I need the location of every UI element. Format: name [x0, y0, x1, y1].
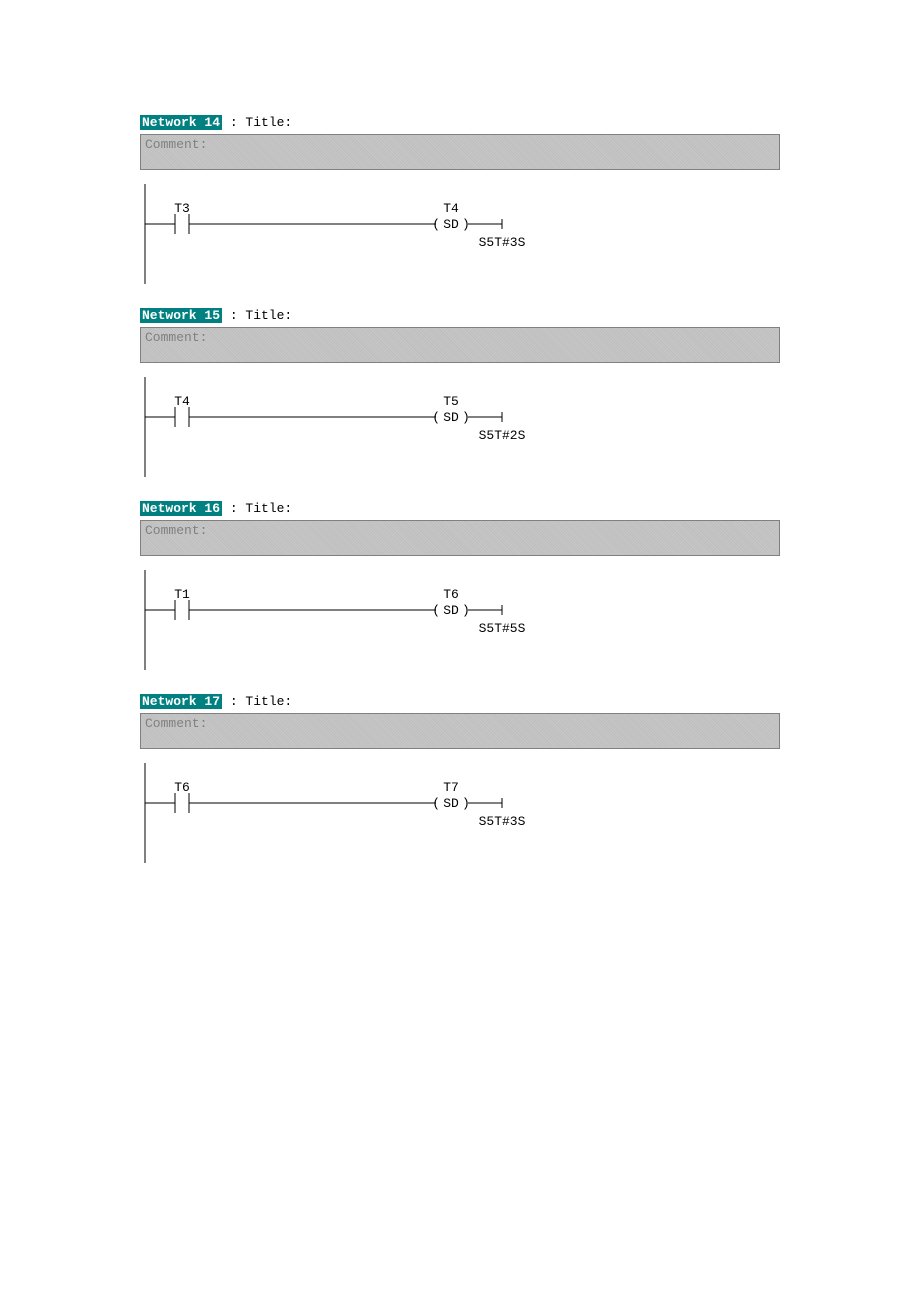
ladder-rung: T1 ( SD ) T6 S5T#5S	[140, 570, 780, 670]
comment-box[interactable]: Comment:	[140, 327, 780, 363]
network-title-suffix: : Title:	[222, 501, 292, 516]
contact-label: T1	[174, 587, 190, 602]
network-title-suffix: : Title:	[222, 694, 292, 709]
coil-label: T7	[443, 780, 459, 795]
ladder-rung: T6 ( SD ) T7 S5T#3S	[140, 763, 780, 863]
ladder-svg: T6 ( SD ) T7 S5T#3S	[140, 763, 560, 863]
contact-label: T3	[174, 201, 190, 216]
time-value: S5T#5S	[479, 621, 526, 636]
network-title-suffix: : Title:	[222, 308, 292, 323]
comment-label: Comment:	[145, 137, 207, 152]
time-value: S5T#3S	[479, 814, 526, 829]
comment-label: Comment:	[145, 523, 207, 538]
ladder-svg: T1 ( SD ) T6 S5T#5S	[140, 570, 560, 670]
ladder-svg: T3 ( SD ) T4 S5T#3S	[140, 184, 560, 284]
coil-paren-left: (	[432, 796, 440, 811]
time-value: S5T#3S	[479, 235, 526, 250]
network-header: Network 14 : Title:	[140, 115, 780, 130]
coil-label: T5	[443, 394, 459, 409]
page: Network 14 : Title: Comment: T3 ( SD ) T…	[0, 0, 920, 863]
network-block-17: Network 17 : Title: Comment: T6 ( SD ) T…	[140, 694, 780, 863]
comment-label: Comment:	[145, 330, 207, 345]
network-label: Network 14	[140, 115, 222, 130]
coil-paren-left: (	[432, 217, 440, 232]
coil-label: T4	[443, 201, 459, 216]
network-header: Network 15 : Title:	[140, 308, 780, 323]
comment-box[interactable]: Comment:	[140, 520, 780, 556]
network-header: Network 16 : Title:	[140, 501, 780, 516]
time-value: S5T#2S	[479, 428, 526, 443]
contact-label: T4	[174, 394, 190, 409]
coil-type: SD	[443, 410, 459, 425]
ladder-svg: T4 ( SD ) T5 S5T#2S	[140, 377, 560, 477]
network-label: Network 17	[140, 694, 222, 709]
coil-type: SD	[443, 796, 459, 811]
comment-label: Comment:	[145, 716, 207, 731]
network-title-suffix: : Title:	[222, 115, 292, 130]
network-block-15: Network 15 : Title: Comment: T4 ( SD ) T…	[140, 308, 780, 477]
network-label: Network 16	[140, 501, 222, 516]
comment-box[interactable]: Comment:	[140, 713, 780, 749]
contact-label: T6	[174, 780, 190, 795]
ladder-rung: T3 ( SD ) T4 S5T#3S	[140, 184, 780, 284]
comment-box[interactable]: Comment:	[140, 134, 780, 170]
network-header: Network 17 : Title:	[140, 694, 780, 709]
coil-paren-left: (	[432, 410, 440, 425]
ladder-rung: T4 ( SD ) T5 S5T#2S	[140, 377, 780, 477]
network-block-16: Network 16 : Title: Comment: T1 ( SD ) T…	[140, 501, 780, 670]
coil-label: T6	[443, 587, 459, 602]
coil-type: SD	[443, 217, 459, 232]
coil-type: SD	[443, 603, 459, 618]
coil-paren-left: (	[432, 603, 440, 618]
network-block-14: Network 14 : Title: Comment: T3 ( SD ) T…	[140, 115, 780, 284]
network-label: Network 15	[140, 308, 222, 323]
